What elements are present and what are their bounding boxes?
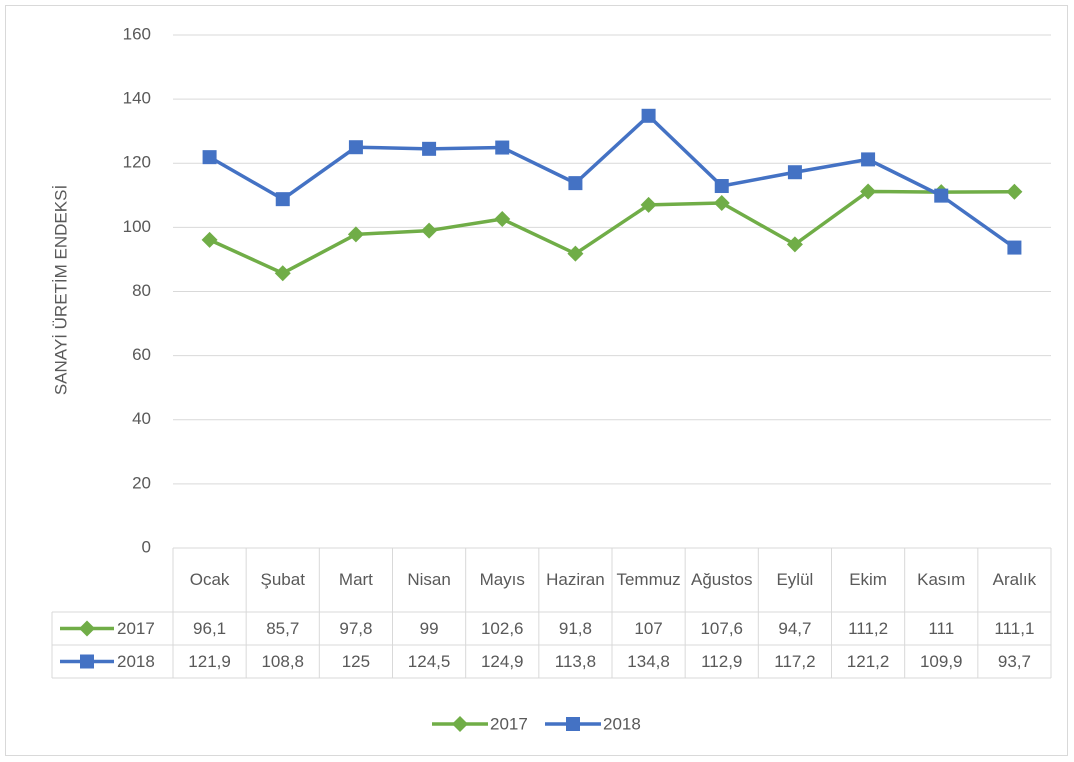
- data-point: [495, 140, 510, 155]
- table-value: 111,2: [848, 618, 889, 638]
- series-line: [208, 189, 1015, 275]
- data-point: [714, 179, 729, 194]
- category-cell: Ağustos: [691, 570, 753, 589]
- y-tick-label: 60: [132, 345, 151, 364]
- category-cell: Ekim: [849, 570, 887, 589]
- y-tick-label: 120: [123, 153, 151, 172]
- y-tick-label: 0: [142, 537, 151, 556]
- table-value: 125: [341, 651, 371, 671]
- category-cell: Haziran: [546, 570, 605, 589]
- data-point: [641, 108, 656, 123]
- table-legend-marker: [80, 654, 94, 669]
- table-value: 96,1: [193, 618, 227, 638]
- data-point: [861, 152, 876, 167]
- series-line: [208, 114, 1016, 250]
- data-point: [1007, 240, 1022, 255]
- category-cell: Mart: [338, 570, 373, 589]
- table-value: 93,7: [997, 651, 1031, 671]
- table-series-name: 2017: [117, 619, 155, 638]
- y-tick-label: 140: [123, 89, 151, 108]
- category-cell: Şubat: [260, 570, 305, 589]
- y-tick-label: 80: [132, 281, 151, 300]
- y-axis-label: SANAYİ ÜRETİM ENDEKSİ: [51, 185, 70, 395]
- category-cell: Temmuz: [616, 570, 681, 589]
- table-value: 111: [928, 618, 955, 638]
- data-point: [275, 192, 290, 207]
- data-point: [1006, 183, 1023, 200]
- data-point: [422, 141, 437, 156]
- category-cell: Eylül: [776, 570, 814, 589]
- data-point: [201, 231, 218, 248]
- data-point: [494, 211, 511, 228]
- table-value: 134,8: [627, 651, 670, 671]
- table-value: 85,7: [266, 618, 300, 638]
- data-point: [347, 226, 364, 243]
- data-point: [787, 165, 802, 180]
- data-point: [567, 245, 584, 262]
- table-value: 111,1: [994, 618, 1035, 638]
- data-point: [860, 183, 877, 200]
- y-tick-label: 160: [123, 24, 151, 43]
- table-legend-marker: [79, 620, 95, 637]
- data-point: [786, 236, 803, 253]
- data-point: [274, 265, 291, 282]
- chart-border: [5, 5, 1068, 756]
- data-point: [348, 140, 363, 155]
- table-value: 124,9: [480, 651, 524, 671]
- table-value: 124,5: [407, 651, 451, 671]
- table-value: 99: [419, 618, 439, 638]
- table-value: 121,9: [188, 651, 231, 671]
- data-point: [713, 195, 730, 212]
- table-value: 109,9: [919, 651, 963, 671]
- y-tick-label: 40: [132, 409, 151, 428]
- table-value: 107,6: [700, 618, 743, 638]
- category-cell: Mayıs: [479, 570, 525, 589]
- table-value: 91,8: [558, 618, 592, 638]
- legend-marker: [566, 717, 580, 731]
- table-value: 94,7: [778, 618, 812, 638]
- table-value: 117,2: [774, 651, 816, 671]
- table-value: 97,8: [339, 618, 373, 638]
- data-point: [202, 150, 217, 165]
- y-tick-label: 100: [123, 217, 151, 236]
- table-value: 121,2: [846, 651, 890, 671]
- table-value: 113,8: [554, 651, 597, 671]
- table-series-name: 2018: [117, 652, 155, 671]
- legend-label: 2017: [490, 714, 528, 733]
- legend-marker: [452, 716, 468, 732]
- table-value: 112,9: [701, 651, 743, 671]
- table-value: 102,6: [480, 618, 524, 638]
- y-tick-label: 20: [132, 473, 151, 492]
- legend-label: 2018: [603, 714, 641, 733]
- table-value: 108,8: [261, 651, 304, 671]
- data-point: [934, 188, 949, 203]
- data-point: [568, 176, 583, 191]
- table-value: 107: [634, 618, 663, 638]
- category-cell: Kasım: [917, 570, 966, 589]
- category-cell: Ocak: [189, 570, 230, 589]
- data-point: [640, 196, 657, 213]
- category-cell: Aralık: [992, 570, 1037, 589]
- data-point: [421, 222, 438, 239]
- category-cell: Nisan: [407, 570, 451, 589]
